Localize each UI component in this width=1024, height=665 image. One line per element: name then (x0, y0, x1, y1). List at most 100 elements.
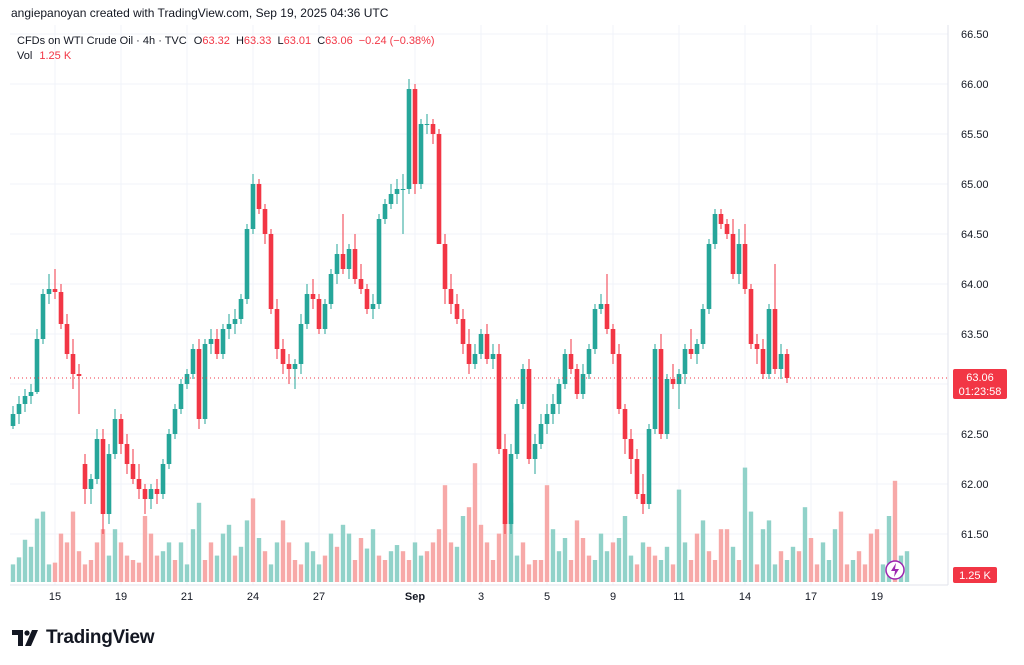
volume-bar (514, 555, 520, 582)
lightning-icon[interactable] (885, 560, 905, 580)
volume-bar (40, 511, 46, 582)
volume-bar (208, 542, 214, 582)
candle-body (100, 439, 106, 514)
volume-bar (88, 560, 94, 582)
x-tick-label: 5 (544, 591, 550, 603)
candle-body (532, 444, 538, 459)
volume-bar (526, 564, 532, 582)
volume-bar (58, 533, 64, 582)
candle-body (598, 304, 604, 309)
volume-bar (616, 538, 622, 582)
volume-bar (64, 542, 70, 582)
y-tick-label: 62.50 (961, 429, 989, 441)
volume-bar (334, 546, 340, 582)
candle-body (550, 404, 556, 414)
legend-low-label: L (277, 35, 284, 47)
candle-body (280, 349, 286, 364)
candle-body (544, 414, 550, 424)
volume-bar (472, 463, 478, 582)
volume-bar (856, 551, 862, 582)
tradingview-logo[interactable]: TradingView (12, 626, 155, 650)
legend-open-label: O (193, 35, 203, 47)
legend-vol-label[interactable]: Vol (17, 50, 33, 62)
candle-body (328, 274, 334, 304)
volume-bar (196, 502, 202, 582)
legend-symbol[interactable]: CFDs on WTI Crude Oil · 4h · TVC (17, 35, 187, 47)
volume-bar (748, 511, 754, 582)
volume-bar (52, 562, 58, 582)
volume-bar (112, 529, 118, 582)
volume-bar (754, 564, 760, 582)
x-tick-label: 9 (610, 591, 616, 603)
volume-bar (244, 520, 250, 582)
volume-bar (772, 564, 778, 582)
candle-body (340, 254, 346, 269)
x-tick-label: 19 (871, 591, 883, 603)
legend-low-value: 63.01 (283, 35, 312, 47)
x-tick-label: Sep (405, 591, 425, 603)
candle-body (616, 354, 622, 409)
legend-close-label: C (317, 35, 326, 47)
candle-body (352, 249, 358, 279)
volume-bar (370, 529, 376, 582)
volume-bar (742, 467, 748, 582)
volume-bar (886, 516, 892, 582)
volume-bar (874, 529, 880, 582)
volume-bar (148, 533, 154, 582)
x-tick-label: 17 (805, 591, 817, 603)
candle-body (508, 454, 514, 524)
candle-body (82, 464, 88, 489)
volume-bar (532, 560, 538, 582)
candle-body (22, 396, 28, 404)
y-tick-label: 62.00 (961, 479, 989, 491)
volume-bar (172, 560, 178, 582)
volume-bar (718, 529, 724, 582)
candle-body (712, 214, 718, 244)
candle-body (742, 244, 748, 289)
volume-bar (484, 542, 490, 582)
volume-bar (790, 546, 796, 582)
candle-body (472, 354, 478, 364)
candle-body (442, 244, 448, 289)
volume-bar (574, 520, 580, 582)
volume-bar (892, 480, 898, 582)
candle-body (454, 304, 460, 319)
candle-body (448, 289, 454, 304)
candle-body (664, 379, 670, 434)
candle-body (364, 289, 370, 309)
candle-body (208, 339, 214, 344)
x-tick-label: 27 (313, 591, 325, 603)
volume-bar (544, 485, 550, 582)
candle-body (46, 289, 52, 294)
candle-body (142, 489, 148, 499)
x-tick-label: 24 (247, 591, 259, 603)
volume-bar (400, 551, 406, 582)
candle-body (52, 289, 58, 292)
candle-body (586, 349, 592, 374)
volume-bar (16, 557, 22, 582)
volume-bar (166, 542, 172, 582)
candle-body (304, 294, 310, 324)
volume-bar (760, 529, 766, 582)
volume-bar (700, 520, 706, 582)
volume-bar (880, 564, 886, 582)
candle-body (490, 354, 496, 359)
volume-bar (826, 560, 832, 582)
candle-body (190, 349, 196, 374)
candle-body (298, 324, 304, 364)
candle-body (694, 344, 700, 354)
volume-bar (694, 533, 700, 582)
candle-body (400, 189, 406, 190)
volume-bar (862, 564, 868, 582)
candle-body (370, 304, 376, 309)
candle-body (58, 292, 64, 324)
volume-bar (904, 551, 910, 582)
volume-bar (418, 555, 424, 582)
volume-bar (190, 529, 196, 582)
volume-bar (406, 560, 412, 582)
volume-bar (640, 542, 646, 582)
candle-body (118, 419, 124, 444)
y-tick-label: 63.50 (961, 329, 989, 341)
volume-bar (304, 542, 310, 582)
